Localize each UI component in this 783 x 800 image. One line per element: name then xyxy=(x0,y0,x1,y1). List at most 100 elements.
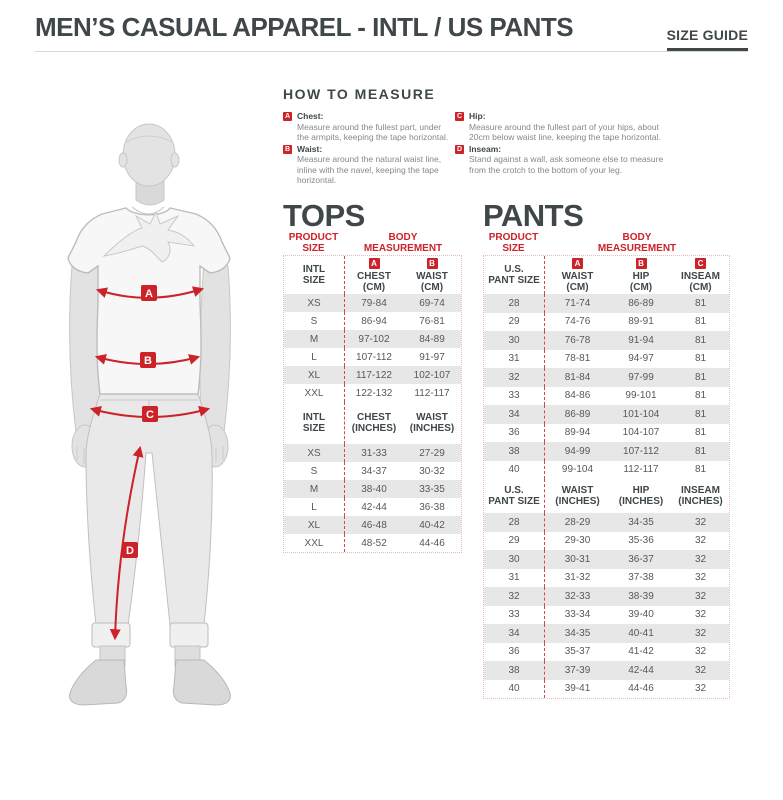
hip-cell: 42-44 xyxy=(628,664,654,676)
hip-cell: 44-46 xyxy=(628,683,654,695)
size-cell: M xyxy=(284,330,345,348)
svg-text:C: C xyxy=(146,409,154,421)
hip-cell: 86-89 xyxy=(628,297,654,309)
waist-inches-header: WAIST (INCHES) xyxy=(555,485,600,507)
table-row: 33 84-86 99-101 81 xyxy=(484,386,729,405)
table-row: 40 99-104 112-117 81 xyxy=(484,460,729,479)
table-row: 32 81-84 97-99 81 xyxy=(484,368,729,387)
chest-cell: 48-52 xyxy=(361,537,387,549)
measure-label: Chest: xyxy=(297,111,324,121)
table-row: L 42-44 36-38 xyxy=(284,498,461,516)
table-row: L 107-112 91-97 xyxy=(284,348,461,366)
chest-cell: 122-132 xyxy=(355,387,393,399)
product-size-label: PRODUCT SIZE xyxy=(288,232,339,254)
waist-cm-header: A WAIST (CM) xyxy=(545,256,610,294)
size-cell: 34 xyxy=(484,624,545,643)
chest-cell: 107-112 xyxy=(356,351,392,363)
waist-cell: 69-74 xyxy=(419,297,445,309)
waist-cell: 86-89 xyxy=(564,408,591,420)
size-cell: 30 xyxy=(484,550,545,569)
badge-c-icon: C xyxy=(695,257,706,269)
inseam-inches-header: INSEAM (INCHES) xyxy=(678,485,723,507)
letter-a-badge: A xyxy=(283,112,292,121)
pants-cm-body: 28 71-74 86-89 81 29 74-76 89-91 81 30 7… xyxy=(484,294,729,479)
waist-cell: 78-81 xyxy=(564,353,591,365)
table-row: 36 35-37 41-42 32 xyxy=(484,642,729,661)
measure-label: Inseam: xyxy=(469,143,502,154)
waist-cell: 29-30 xyxy=(564,535,591,547)
size-cell: XXL xyxy=(284,384,345,402)
marker-d-badge: D xyxy=(122,542,138,558)
table-row: 38 37-39 42-44 32 xyxy=(484,661,729,680)
measure-item-chest: A Chest: Measure around the fullest part… xyxy=(283,111,455,143)
size-cell: 36 xyxy=(484,642,545,661)
column-label: WAIST (CM) xyxy=(561,270,594,293)
pants-table-labels: PRODUCT SIZE BODY MEASUREMENT xyxy=(483,232,730,255)
waist-cell: 44-46 xyxy=(419,537,445,549)
column-label: WAIST (CM) xyxy=(416,270,448,293)
measure-item-inseam: D Inseam: Stand against a wall, ask some… xyxy=(455,144,665,176)
hip-cell: 39-40 xyxy=(628,609,654,621)
waist-cell: 74-76 xyxy=(564,316,591,328)
chest-cell: 97-102 xyxy=(358,333,390,345)
size-cell: 33 xyxy=(484,386,545,405)
table-row: S 86-94 76-81 xyxy=(284,312,461,330)
tops-cm-header: INTL SIZE A CHEST (CM) B WAIST (CM) xyxy=(284,256,461,294)
page-title: MEN’S CASUAL APPAREL - INTL / US PANTS xyxy=(35,12,574,42)
size-column-header: U.S. PANT SIZE xyxy=(484,256,545,294)
inseam-cm-header: C INSEAM (CM) xyxy=(672,256,729,294)
inseam-cell: 32 xyxy=(694,535,707,547)
hip-cell: 34-35 xyxy=(628,516,654,528)
inseam-cell: 81 xyxy=(694,464,707,476)
pants-inches-body: 28 28-29 34-35 32 29 29-30 35-36 32 30 3… xyxy=(484,513,729,698)
waist-cell: 33-35 xyxy=(419,483,445,495)
table-row: 38 94-99 107-112 81 xyxy=(484,442,729,461)
badge-a-icon: A xyxy=(572,257,583,269)
pants-section: PANTS PRODUCT SIZE BODY MEASUREMENT U.S.… xyxy=(483,200,730,699)
letter-b-badge: B xyxy=(283,144,292,154)
waist-cell: 99-104 xyxy=(561,464,594,476)
size-column-header: U.S. PANT SIZE xyxy=(484,479,545,513)
waist-cell: 76-81 xyxy=(419,315,445,327)
tops-inches-body: XS 31-33 27-29 S 34-37 30-32 M 38-40 33-… xyxy=(284,444,461,552)
chest-cell: 117-122 xyxy=(356,369,392,381)
tops-table: INTL SIZE A CHEST (CM) B WAIST (CM) XS 7… xyxy=(283,255,462,553)
measure-column-left: A Chest: Measure around the fullest part… xyxy=(283,111,455,187)
hip-cell: 99-101 xyxy=(625,390,657,402)
table-row: XS 79-84 69-74 xyxy=(284,294,461,312)
size-column-header: INTL SIZE xyxy=(284,402,345,444)
waist-inches-header: WAIST (INCHES) xyxy=(409,412,455,434)
table-row: 31 31-32 37-38 32 xyxy=(484,568,729,587)
inseam-cell: 81 xyxy=(694,427,707,439)
inseam-cell: 81 xyxy=(694,334,707,346)
brand-logo xyxy=(102,210,196,263)
inseam-cell: 81 xyxy=(694,297,707,309)
chest-cell: 34-37 xyxy=(361,465,387,477)
how-to-measure-title: HOW TO MEASURE xyxy=(283,86,436,102)
measure-text: Measure around the fullest part of your … xyxy=(469,121,661,143)
size-cell: 30 xyxy=(484,331,545,350)
body-measurement-label: BODY MEASUREMENT xyxy=(363,232,443,254)
table-row: 29 29-30 35-36 32 xyxy=(484,531,729,550)
inseam-cell: 32 xyxy=(694,646,707,658)
inseam-cell: 32 xyxy=(694,609,707,621)
svg-text:B: B xyxy=(144,355,152,367)
size-cell: 38 xyxy=(484,661,545,680)
figure-head xyxy=(118,123,180,206)
size-cell: 28 xyxy=(484,294,545,313)
pants-cm-header: U.S. PANT SIZE A WAIST (CM) B HIP (CM) C… xyxy=(484,256,729,294)
size-guide-tab[interactable]: SIZE GUIDE xyxy=(666,27,748,51)
table-row: 32 32-33 38-39 32 xyxy=(484,587,729,606)
hip-cell: 37-38 xyxy=(628,572,654,584)
size-cell: M xyxy=(284,480,345,498)
waist-cell: 112-117 xyxy=(414,387,450,399)
table-row: 31 78-81 94-97 81 xyxy=(484,349,729,368)
hip-cell: 104-107 xyxy=(622,427,660,439)
hip-cell: 40-41 xyxy=(628,627,654,639)
waist-cell: 32-33 xyxy=(564,590,591,602)
chest-cm-header: A CHEST (CM) xyxy=(345,256,403,294)
inseam-cell: 81 xyxy=(694,408,707,420)
size-cell: XS xyxy=(284,444,345,462)
measure-text: Measure around the fullest part, under t… xyxy=(297,121,449,143)
size-cell: 28 xyxy=(484,513,545,532)
